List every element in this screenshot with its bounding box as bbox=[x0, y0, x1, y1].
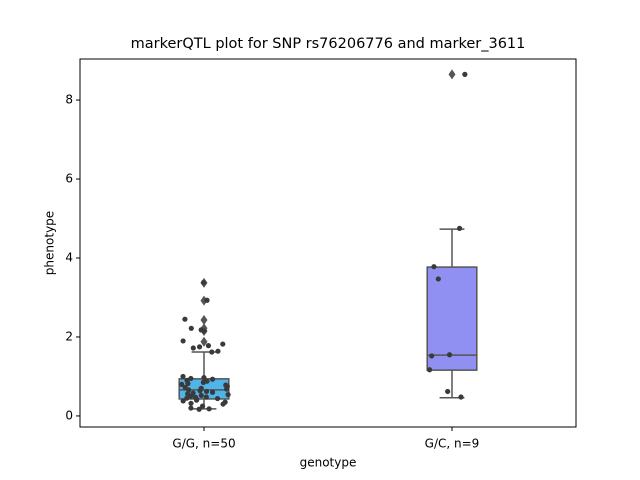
strip-point bbox=[188, 393, 194, 399]
x-axis-label: genotype bbox=[300, 456, 357, 470]
strip-point bbox=[205, 343, 212, 349]
y-tick-label: 2 bbox=[65, 329, 73, 343]
strip-point bbox=[196, 406, 202, 412]
strip-point bbox=[179, 381, 185, 387]
strip-point bbox=[200, 279, 207, 286]
strip-point bbox=[435, 276, 441, 282]
strip-point bbox=[199, 403, 206, 409]
strip-point bbox=[188, 400, 194, 406]
chart-title: markerQTL plot for SNP rs76206776 and ma… bbox=[131, 36, 526, 52]
strip-point bbox=[188, 375, 194, 382]
strip-point bbox=[197, 388, 203, 394]
strip-point bbox=[203, 394, 209, 400]
strip-point bbox=[185, 380, 191, 387]
strip-point bbox=[209, 389, 216, 395]
box bbox=[426, 266, 478, 371]
strip-point bbox=[188, 325, 194, 331]
strip-point bbox=[220, 401, 226, 407]
x-tick-label: G/G, n=50 bbox=[172, 437, 235, 451]
strip-point bbox=[214, 395, 221, 402]
axes-frame bbox=[79, 58, 577, 428]
y-tick-label: 0 bbox=[65, 408, 73, 422]
strip-point bbox=[198, 392, 204, 399]
strip-point bbox=[445, 388, 451, 395]
strip-point bbox=[193, 397, 200, 403]
strip-point bbox=[200, 379, 206, 385]
strip-point bbox=[180, 398, 186, 404]
strip-point bbox=[196, 344, 203, 350]
strip-point bbox=[182, 316, 188, 322]
strip-point bbox=[429, 353, 435, 359]
strip-point bbox=[203, 388, 210, 395]
strip-point bbox=[446, 352, 453, 358]
strip-point bbox=[184, 395, 190, 401]
strip-point bbox=[185, 387, 192, 393]
strip-point bbox=[220, 341, 226, 347]
strip-point bbox=[201, 375, 207, 381]
strip-point bbox=[225, 392, 231, 398]
strip-point bbox=[190, 345, 196, 351]
strip-point bbox=[201, 328, 207, 334]
strip-point bbox=[426, 367, 433, 373]
strip-point bbox=[462, 71, 468, 77]
strip-point bbox=[204, 297, 210, 303]
strip-point bbox=[224, 386, 230, 392]
strip-point bbox=[456, 225, 463, 231]
strip-point bbox=[458, 394, 464, 400]
strip-point bbox=[180, 373, 186, 380]
strip-point bbox=[209, 349, 215, 355]
flier bbox=[448, 69, 456, 80]
strip-point bbox=[180, 338, 186, 344]
y-tick-label: 6 bbox=[65, 172, 73, 186]
y-axis-label: phenotype bbox=[43, 211, 57, 275]
y-tick-label: 8 bbox=[65, 93, 73, 107]
strip-point bbox=[431, 264, 437, 270]
flier bbox=[200, 336, 208, 347]
strip-point bbox=[206, 406, 212, 412]
flier bbox=[200, 314, 208, 325]
strip-point bbox=[209, 376, 216, 382]
strip-point bbox=[215, 348, 221, 354]
y-tick-label: 4 bbox=[65, 251, 73, 265]
x-tick-label: G/C, n=9 bbox=[425, 437, 480, 451]
strip-point bbox=[188, 405, 194, 411]
